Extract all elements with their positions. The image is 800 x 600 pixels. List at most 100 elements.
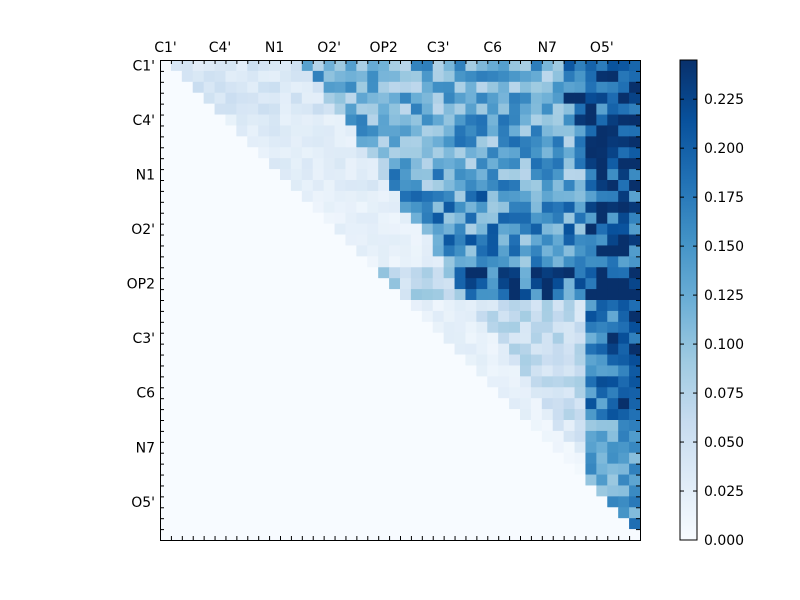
heatmap-cell [247,463,259,475]
heatmap-cell [541,114,554,126]
heatmap-cell [530,136,543,148]
heatmap-cell [618,409,630,421]
heatmap-cell [236,125,248,137]
heatmap-cell [203,289,215,301]
heatmap-cell [552,409,565,421]
heatmap-cell [476,485,488,497]
heatmap-cell [509,441,521,454]
heatmap-cell [323,169,335,181]
heatmap-cell [160,223,172,235]
heatmap-cell [214,485,226,497]
heatmap-cell [498,103,510,115]
heatmap-cell [421,289,434,301]
heatmap-cell [280,518,292,530]
heatmap-cell [574,365,586,377]
heatmap-cell [181,310,194,323]
heatmap-cell [520,496,532,508]
heatmap-cell [443,321,455,334]
heatmap-cell [192,136,205,148]
heatmap-cell [214,398,226,410]
heatmap-cell [520,81,532,94]
heatmap-cell [290,518,303,530]
heatmap-cell [214,300,226,312]
heatmap-cell [476,256,488,268]
heatmap-cell [421,245,434,257]
heatmap-cell [312,321,325,334]
heatmap-cell [225,507,237,519]
heatmap-cell [181,190,194,203]
heatmap-cell [269,409,281,421]
heatmap-cell [312,223,325,235]
heatmap-cell [400,125,412,137]
heatmap-cell [530,452,543,465]
heatmap-cell [574,212,586,225]
heatmap-cell [541,310,554,323]
heatmap-cell [487,81,499,94]
heatmap-cell [170,420,183,432]
heatmap-cell [585,452,597,465]
heatmap-cell [563,354,575,366]
heatmap-cell [323,387,335,399]
y-tick-label: C4' [132,113,155,129]
heatmap-cell [170,103,183,115]
heatmap-cell [301,398,314,410]
heatmap-cell [367,136,379,148]
heatmap-cell [618,507,630,519]
heatmap-cell [465,201,477,214]
heatmap-cell [269,420,281,432]
heatmap-cell [203,234,215,246]
heatmap-cell [596,136,608,148]
heatmap-cell [498,441,510,454]
heatmap-cell [498,354,510,366]
heatmap-cell [214,267,226,279]
heatmap-cell [432,496,445,508]
heatmap-cell [389,441,401,454]
heatmap-cell [214,529,226,541]
heatmap-cell [160,485,172,497]
heatmap-cell [181,474,194,486]
heatmap-cell [312,310,325,323]
heatmap-cell [378,496,390,508]
heatmap-cell [312,136,325,148]
heatmap-cell [290,158,303,170]
heatmap-cell [345,147,357,159]
heatmap-cell [356,256,368,268]
heatmap-cell [585,518,597,530]
heatmap-cell [520,300,532,312]
heatmap-cell [454,441,466,454]
heatmap-cell [629,245,641,257]
heatmap-cell [280,387,292,399]
heatmap-cell [596,332,608,345]
heatmap-cell [214,136,226,148]
colorbar-tick-label: 0.225 [704,92,744,108]
heatmap-cell [541,485,554,497]
heatmap-cell [389,332,401,345]
heatmap-cell [356,190,368,203]
heatmap-cell [345,343,357,355]
heatmap-cell [247,234,259,246]
heatmap-cell [258,201,270,214]
heatmap-cell [563,190,575,203]
heatmap-cell [465,114,477,126]
heatmap-cell [574,474,586,486]
heatmap-cell [192,321,205,334]
heatmap-cell [181,409,194,421]
heatmap-cell [170,256,183,268]
heatmap-cell [421,463,434,475]
heatmap-cell [541,60,554,72]
heatmap-cell [509,245,521,257]
heatmap-cell [574,387,586,399]
heatmap-cell [378,310,390,323]
heatmap-cell [334,190,346,203]
heatmap-cell [290,125,303,137]
heatmap-cell [607,289,619,301]
heatmap-cell [367,474,379,486]
heatmap-cell [356,441,368,454]
heatmap-cell [192,234,205,246]
heatmap-cell [378,136,390,148]
heatmap-cell [389,81,401,94]
heatmap-cell [520,420,532,432]
heatmap-cell [301,256,314,268]
heatmap-cell [541,529,554,541]
heatmap-cell [181,354,194,366]
